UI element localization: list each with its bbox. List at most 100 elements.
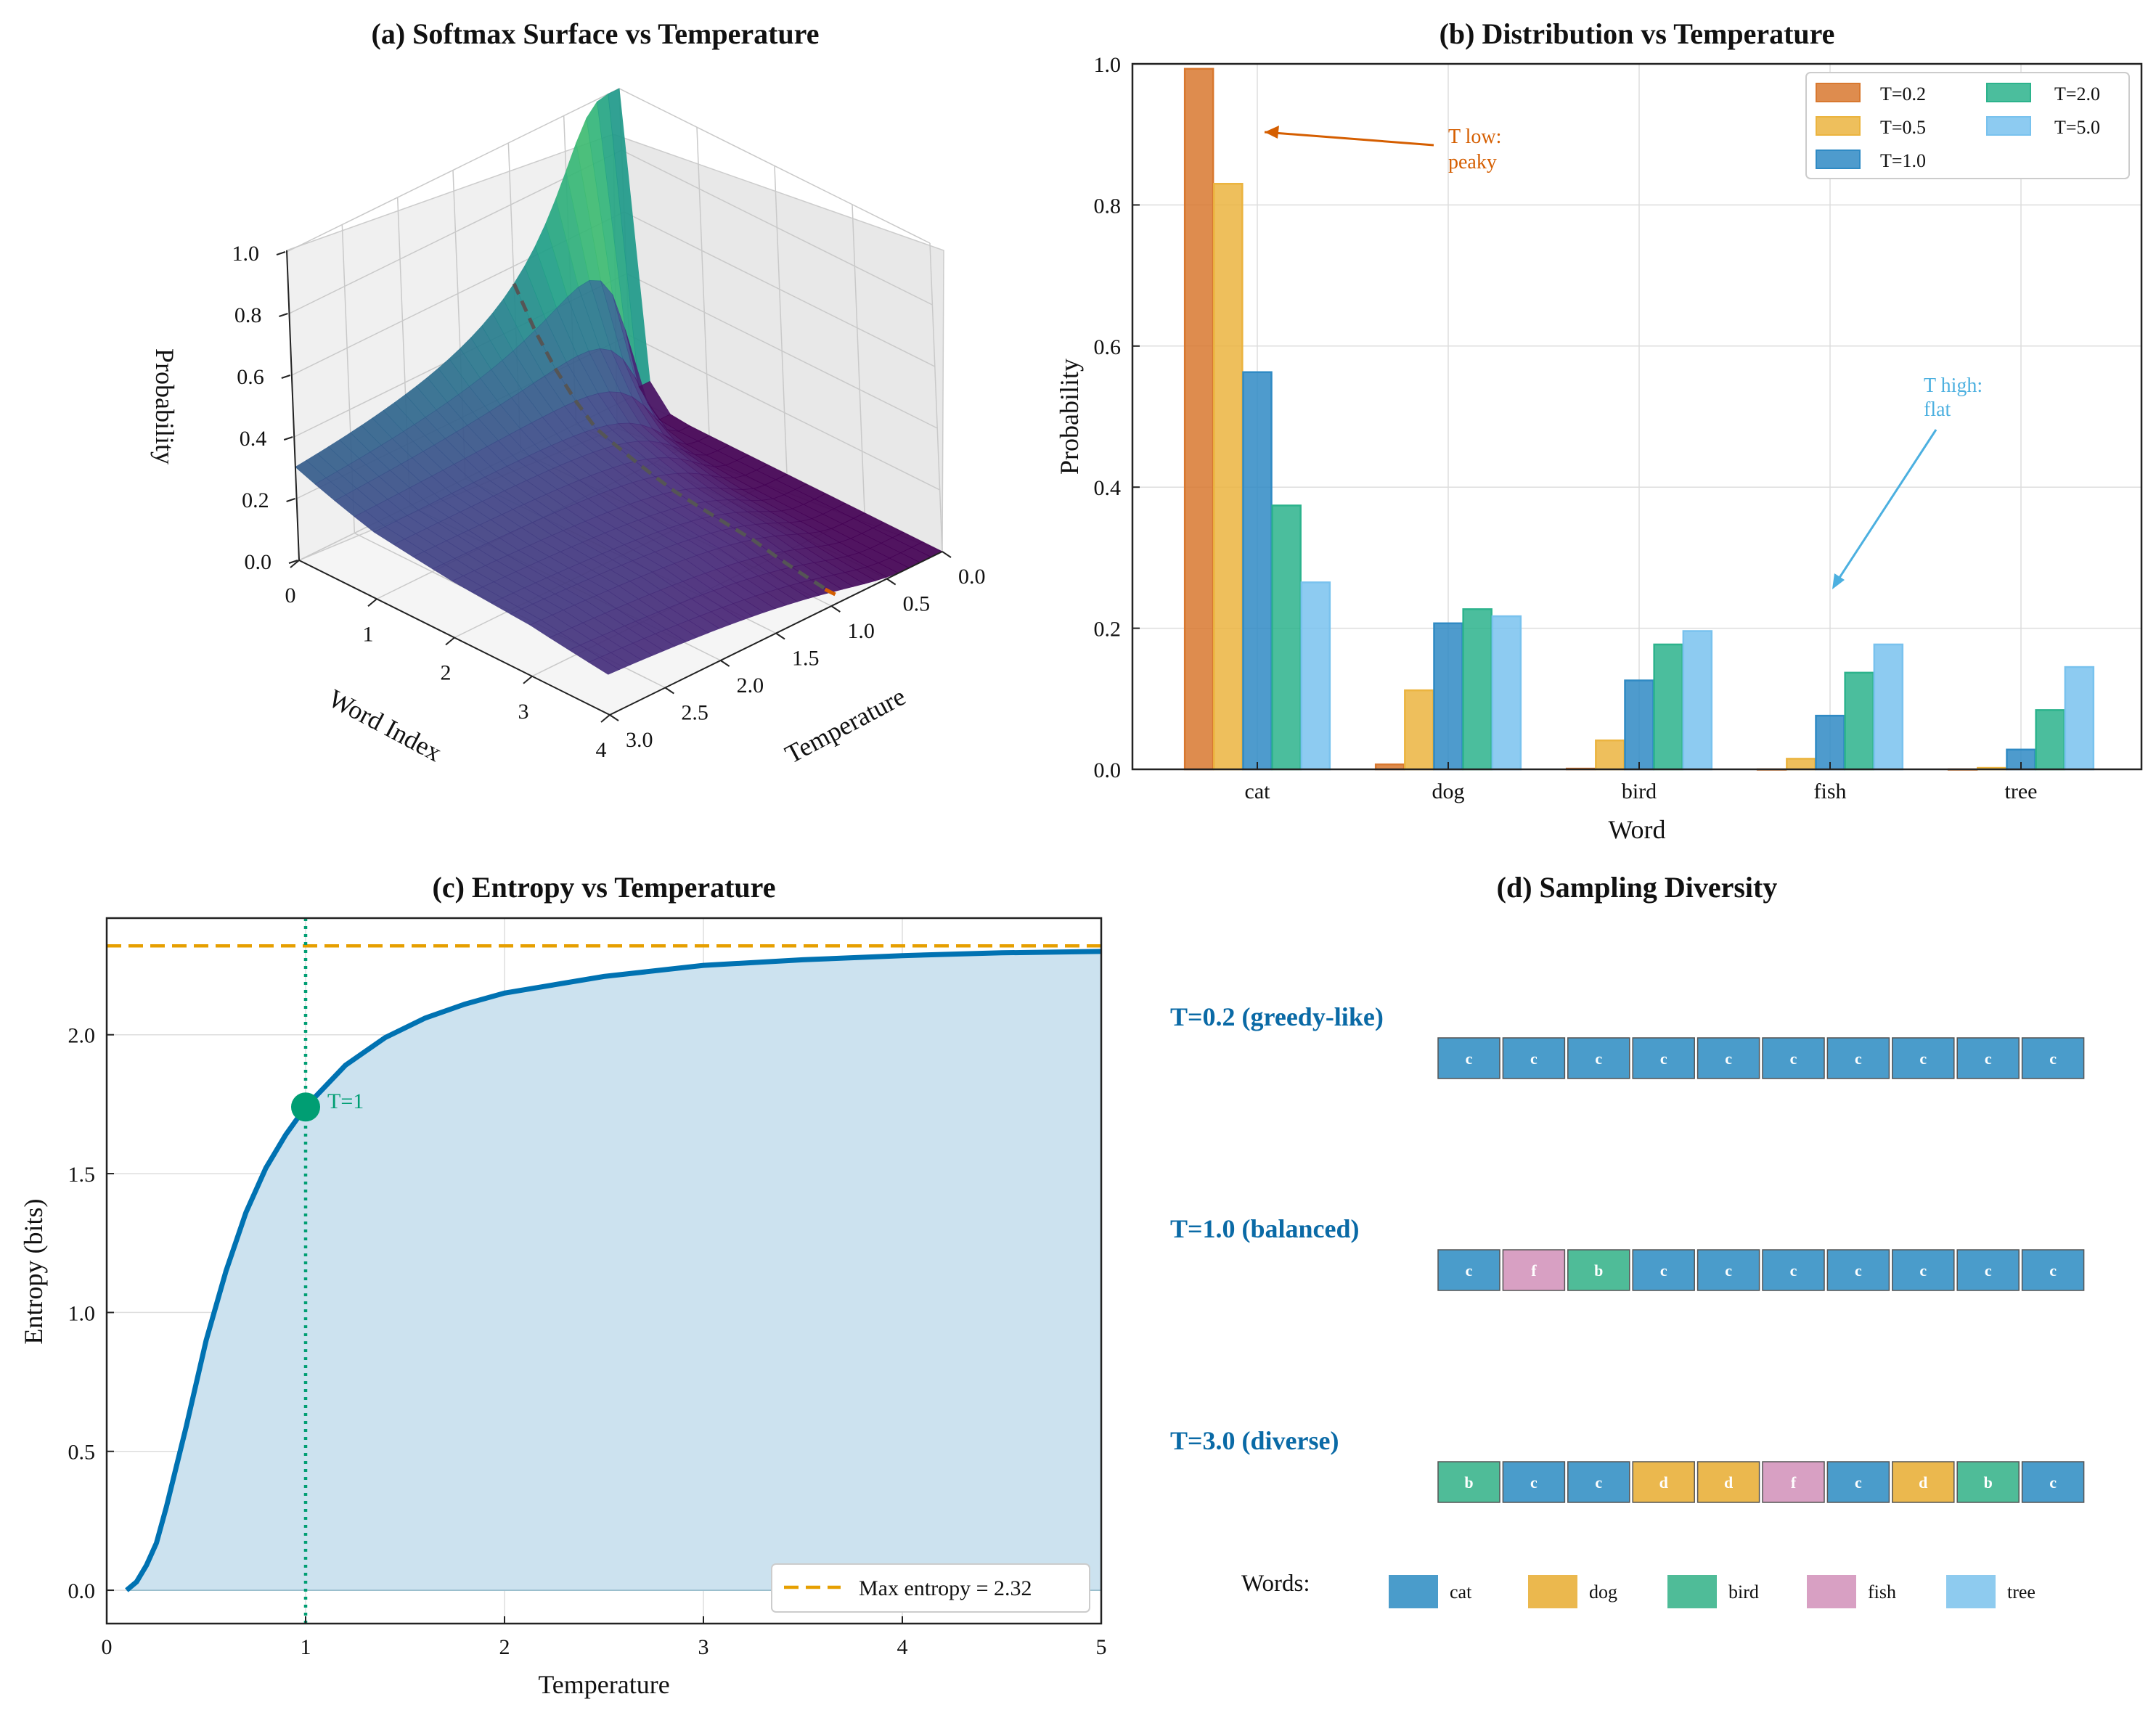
sample-box-cat xyxy=(2021,1037,2085,1079)
b-ytick-label: 0.6 xyxy=(1094,335,1122,359)
bar xyxy=(1682,630,1713,771)
z-tick-label: 0.8 xyxy=(234,303,262,327)
sample-box-cat xyxy=(1696,1249,1760,1291)
panel-c-ylabel: Entropy (bits) xyxy=(19,1199,48,1345)
annotation-high-line1: T high: xyxy=(1924,375,1983,397)
annotation-high: T high: flat xyxy=(1832,375,1983,589)
sample-box-letter: c xyxy=(1725,1049,1732,1068)
sample-box-letter: c xyxy=(1595,1473,1602,1491)
panel-c-legend: Max entropy = 2.32 xyxy=(771,1563,1090,1613)
sample-box-cat xyxy=(1437,1037,1500,1079)
panel-c-legend-label: Max entropy = 2.32 xyxy=(859,1576,1032,1600)
legend-word-fish: fish xyxy=(1868,1581,1896,1603)
panel-a-surface: (a) Softmax Surface vs Temperature 0.00.… xyxy=(150,17,986,769)
z-tick-mark xyxy=(281,375,291,379)
sample-box-letter: d xyxy=(1724,1473,1733,1491)
legend-label-t02: T=0.2 xyxy=(1880,83,1926,105)
sample-box-letter: c xyxy=(1919,1261,1927,1280)
y-tick-label: 2.5 xyxy=(681,701,709,725)
sample-box-letter: c xyxy=(2049,1261,2057,1280)
legend-label-t10: T=1.0 xyxy=(1880,150,1926,171)
sample-box-cat xyxy=(1826,1461,1890,1503)
y-tick-mark xyxy=(886,578,897,586)
t1-marker xyxy=(291,1092,320,1122)
c-xtick-label: 4 xyxy=(897,1635,908,1659)
z-tick-label: 1.0 xyxy=(232,242,260,266)
surface-t1-end-mark xyxy=(824,587,836,597)
x-tick-mark xyxy=(600,714,611,723)
b-xtick-label: bird xyxy=(1622,779,1657,803)
annotation-low: T low: peaky xyxy=(1264,126,1501,173)
bar xyxy=(1404,689,1434,771)
x-tick-label: 3 xyxy=(518,700,529,724)
panel-b-legend: T=0.2 T=0.5 T=1.0 T=2.0 T=5.0 xyxy=(1805,72,2130,179)
wall-grid-w xyxy=(852,204,865,513)
legend-word-dog: dog xyxy=(1589,1581,1617,1603)
bar xyxy=(2064,666,2095,771)
b-ytick-label: 0.2 xyxy=(1094,618,1122,642)
sample-box-letter: c xyxy=(1595,1049,1602,1068)
sample-box-bird xyxy=(1567,1249,1630,1291)
sample-box-cat xyxy=(1632,1249,1695,1291)
sample-box-letter: c xyxy=(1466,1049,1473,1068)
surface-t1-dashed-line xyxy=(512,282,832,594)
sample-box-cat xyxy=(1696,1037,1760,1079)
z-tick-mark xyxy=(283,436,293,441)
panel-b-frame xyxy=(1131,62,2143,771)
x-tick-label: 1 xyxy=(363,622,374,646)
legend-swatch-t10 xyxy=(1816,150,1861,169)
panel-b-ticks: 0.0 0.2 0.4 0.6 0.8 1.0 cat dog bird fish tree xyxy=(1094,53,2038,803)
panel-c-ticks: 0.0 0.5 1.0 1.5 2.0 0 1 2 3 4 5 xyxy=(68,1024,1107,1659)
bar xyxy=(1433,622,1463,771)
sample-box-letter: c xyxy=(1660,1049,1667,1068)
t1-marker-label: T=1 xyxy=(327,1089,364,1113)
bar xyxy=(1844,671,1874,771)
sample-box-cat xyxy=(1567,1461,1630,1503)
c-ytick-label: 2.0 xyxy=(68,1024,96,1048)
sample-box-cat xyxy=(2021,1461,2085,1503)
z-tick-mark xyxy=(288,560,298,564)
panel-b-title: (b) Distribution vs Temperature xyxy=(1440,17,1835,50)
annotation-low-arrow xyxy=(1264,131,1434,147)
c-ytick-label: 0.0 xyxy=(68,1579,96,1603)
y-tick-mark xyxy=(609,714,619,721)
panel-b-xlabel: Word xyxy=(1608,815,1665,844)
annotation-high-line2: flat xyxy=(1924,398,1951,421)
sample-box-letter: c xyxy=(1530,1473,1538,1491)
sample-box-dog xyxy=(1632,1461,1695,1503)
sample-box-letter: f xyxy=(1531,1261,1537,1280)
c-xtick-label: 2 xyxy=(499,1635,510,1659)
z-tick-mark xyxy=(279,313,288,317)
sample-box-letter: c xyxy=(1790,1261,1797,1280)
legend-word-bird: bird xyxy=(1728,1581,1759,1603)
legend-word-cat: cat xyxy=(1450,1581,1472,1603)
bar xyxy=(1815,714,1845,771)
y-tick-label: 0.5 xyxy=(903,592,931,616)
b-xtick-label: cat xyxy=(1245,779,1271,803)
b-ytick-label: 0.8 xyxy=(1094,194,1122,218)
b-xtick-label: tree xyxy=(2005,779,2038,803)
annotation-low-line2: peaky xyxy=(1448,151,1497,173)
legend-swatch-t50 xyxy=(1986,116,2031,136)
sample-box-fish xyxy=(1502,1249,1566,1291)
bar xyxy=(1491,615,1522,771)
sample-box-cat xyxy=(1826,1037,1890,1079)
legend-swatch-t20 xyxy=(1986,83,2031,102)
x-tick-label: 0 xyxy=(285,584,296,607)
panel-a-zlabel: Probability xyxy=(150,348,179,464)
c-xtick-label: 0 xyxy=(102,1635,113,1659)
x-tick-mark xyxy=(367,598,377,607)
legend-swatch-t02 xyxy=(1816,83,1861,102)
row-label-greedy: T=0.2 (greedy-like) xyxy=(1170,1002,1384,1031)
sample-box-letter: c xyxy=(1790,1049,1797,1068)
bar xyxy=(1653,643,1683,771)
bar xyxy=(1786,758,1816,771)
sample-box-cat xyxy=(1956,1037,2020,1079)
sample-box-dog xyxy=(1696,1461,1760,1503)
y-tick-label: 1.0 xyxy=(847,619,875,643)
y-tick-label: 0.0 xyxy=(958,565,986,589)
wall-grid-w xyxy=(929,242,943,552)
wall-grid-w xyxy=(696,127,710,436)
sample-box-letter: b xyxy=(1594,1261,1603,1280)
row-label-diverse: T=3.0 (diverse) xyxy=(1170,1426,1339,1455)
